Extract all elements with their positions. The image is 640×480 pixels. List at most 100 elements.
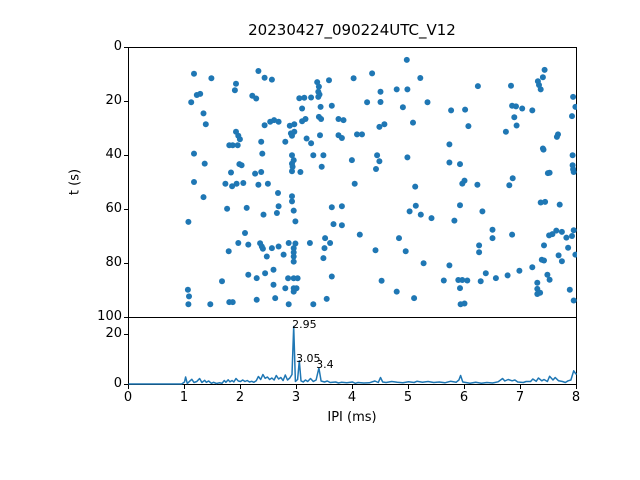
scatter-point [328,102,335,109]
scatter-point [553,227,560,234]
scatter-point [338,203,345,210]
scatter-y-tick-label: 0 [113,39,122,54]
scatter-point [292,240,299,247]
scatter-point [290,258,297,265]
scatter-point [228,169,234,176]
scatter-point [539,74,546,81]
scatter-point [255,181,262,188]
scatter-point [412,202,419,209]
histogram-y-tick-label: 0 [113,376,122,391]
histogram-x-tick-mark [128,385,129,389]
histogram-y-tick-mark [124,383,128,385]
scatter-point [457,161,463,168]
scatter-point [348,157,355,164]
scatter-point [297,169,304,175]
scatter-point [201,160,208,167]
scatter-point [340,117,347,124]
scatter-point [374,152,381,159]
scatter-point [506,182,513,189]
scatter-point [338,135,345,141]
scatter-point [275,243,282,250]
scatter-point [263,253,270,260]
scatter-point [373,166,379,172]
scatter-point [354,131,360,138]
scatter-point [259,245,266,252]
scatter-point [569,152,576,159]
scatter-point [310,152,317,159]
scatter-point [376,123,383,130]
scatter-point [489,235,496,242]
scatter-point [224,205,231,212]
scatter-point [570,227,577,234]
histogram-x-tick-mark [520,385,521,389]
scatter-point [289,168,295,175]
scatter-y-tick-mark [124,154,128,156]
scatter-point [255,68,262,74]
scatter-point [260,211,267,218]
scatter-point [234,142,241,149]
histogram-x-tick-label: 5 [403,390,413,405]
scatter-point [546,276,553,283]
histogram-x-tick-label: 1 [179,390,189,405]
scatter-point [569,233,575,239]
scatter-point [296,95,303,102]
scatter-point [270,281,277,288]
scatter-point [477,278,484,285]
scatter-y-tick-label: 20 [105,93,122,108]
histogram-x-tick-label: 0 [123,390,133,405]
scatter-point [261,74,268,81]
scatter-point [412,183,419,190]
histogram-x-tick-mark [576,385,577,389]
scatter-point [464,277,471,284]
scatter-point [448,107,455,114]
scatter-point [320,152,327,159]
histogram-y-tick-mark [124,333,128,335]
scatter-point [381,121,388,128]
scatter-point [264,180,271,187]
scatter-point [411,295,418,302]
scatter-point [275,190,281,196]
scatter-point [476,242,483,249]
peak-annotation: 2.95 [292,317,317,331]
peak-annotation: 3.4 [316,357,334,371]
scatter-point [236,136,243,143]
scatter-point [359,131,365,138]
scatter-point [219,278,225,285]
scatter-point [529,107,536,114]
scatter-point [544,271,551,278]
scatter-point [364,99,371,106]
scatter-point [541,66,548,73]
scatter-point [258,169,265,175]
scatter-point [529,264,536,271]
scatter-point [372,247,379,254]
scatter-point [275,203,282,210]
scatter-point [406,208,413,215]
scatter-point [569,113,575,120]
scatter-point [566,286,573,293]
scatter-y-tick-label: 60 [105,201,122,216]
scatter-point [289,193,295,200]
scatter-y-tick-mark [124,262,128,264]
scatter-point [446,159,453,166]
scatter-point [259,150,266,157]
scatter-point [185,218,192,225]
scatter-point [555,252,562,259]
scatter-point [321,245,328,252]
scatter-point [282,285,289,292]
scatter-point [235,240,242,246]
histogram-x-tick-label: 2 [235,390,245,405]
histogram-x-axis-label: IPI (ms) [327,410,377,425]
scatter-point [222,180,229,187]
scatter-point [403,56,410,63]
scatter-y-tick-label: 80 [105,255,122,270]
scatter-y-tick-label: 40 [105,147,122,162]
scatter-point [461,300,468,307]
scatter-point [289,152,295,159]
scatter-point [393,288,400,295]
scatter-point [479,208,486,215]
scatter-point [200,194,207,201]
scatter-point [356,231,363,238]
scatter-y-tick-label: 100 [97,309,122,324]
scatter-point [451,217,458,224]
